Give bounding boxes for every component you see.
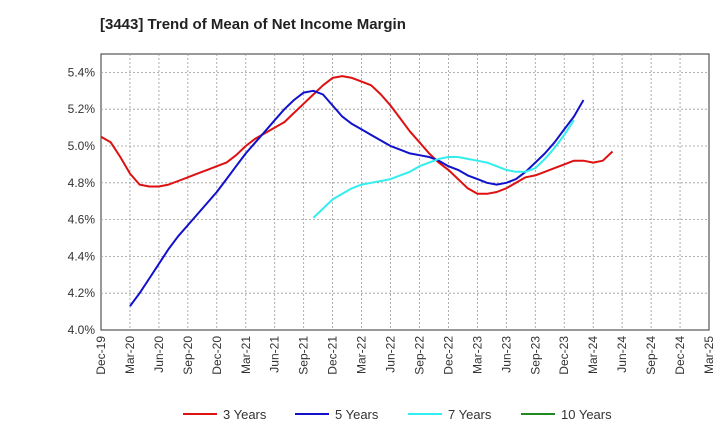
y-tick-label: 4.4%: [68, 249, 96, 263]
x-tick-label: Jun-23: [499, 336, 513, 373]
x-tick-label: Mar-24: [586, 336, 600, 374]
y-tick-label: 4.0%: [68, 323, 96, 337]
y-tick-label: 4.6%: [68, 213, 96, 227]
x-tick-label: Dec-23: [557, 336, 571, 375]
x-tick-label: Mar-22: [355, 336, 369, 374]
x-tick-label: Mar-25: [702, 336, 716, 374]
legend-label: 3 Years: [223, 407, 267, 422]
x-tick-label: Dec-22: [441, 336, 455, 375]
x-tick-label: Mar-20: [123, 336, 137, 374]
x-tick-label: Jun-22: [384, 336, 398, 373]
x-tick-label: Jun-20: [152, 336, 166, 373]
legend: 3 Years 5 Years 7 Years 10 Years: [183, 407, 612, 422]
plot-area: [100, 53, 710, 331]
y-tick-label: 5.2%: [68, 102, 96, 116]
grid: [101, 54, 709, 330]
x-tick-label: Dec-24: [673, 336, 687, 375]
y-tick-label: 5.0%: [68, 139, 96, 153]
chart-title: [3443] Trend of Mean of Net Income Margi…: [100, 16, 406, 33]
y-tick-label: 4.2%: [68, 286, 96, 300]
x-tick-label: Mar-21: [239, 336, 253, 374]
x-tick-label: Sep-23: [528, 336, 542, 375]
x-axis: Dec-19 Mar-20 Jun-20 Sep-20 Dec-20 Mar-21 Jun-…: [94, 336, 716, 375]
x-tick-label: Sep-21: [297, 336, 311, 375]
x-tick-label: Dec-20: [210, 336, 224, 375]
legend-label: 10 Years: [561, 407, 612, 422]
x-tick-label: Jun-24: [615, 336, 629, 373]
y-tick-label: 4.8%: [68, 176, 96, 190]
legend-label: 5 Years: [335, 407, 379, 422]
y-axis: 4.0% 4.2% 4.4% 4.6% 4.8% 5.0% 5.2% 5.4%: [68, 65, 96, 337]
series-line-3-years: [100, 75, 614, 195]
x-tick-label: Dec-19: [94, 336, 108, 375]
x-tick-label: Sep-24: [644, 336, 658, 375]
x-tick-label: Dec-21: [326, 336, 340, 375]
x-tick-label: Sep-20: [181, 336, 195, 375]
series-line-5-years: [129, 89, 585, 307]
series-line-7-years: [312, 119, 575, 219]
series-lines: [100, 75, 614, 307]
y-tick-label: 5.4%: [68, 65, 96, 79]
x-tick-label: Mar-23: [470, 336, 484, 374]
x-tick-label: Jun-21: [268, 336, 282, 373]
x-tick-label: Sep-22: [412, 336, 426, 375]
legend-label: 7 Years: [448, 407, 492, 422]
